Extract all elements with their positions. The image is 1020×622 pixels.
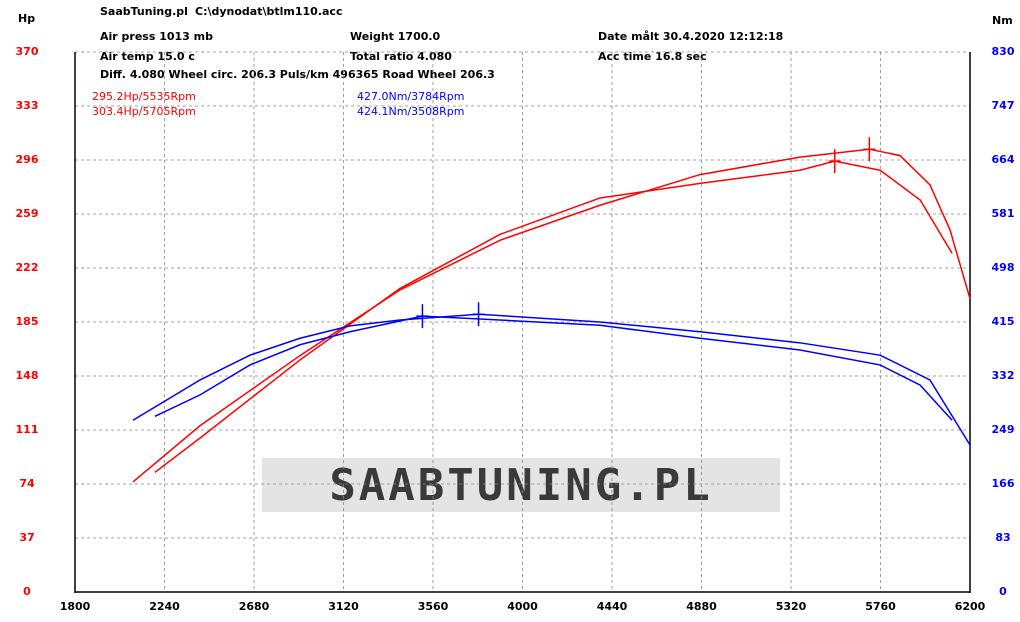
y-tick-label: 148	[16, 369, 39, 382]
peak-marker	[416, 304, 429, 329]
y2-tick-label: 0	[999, 585, 1007, 598]
y2-tick-label: 166	[992, 477, 1015, 490]
y2-tick-label: 83	[995, 531, 1010, 544]
annotation: 427.0Nm/3784Rpm	[357, 90, 464, 103]
y-tick-label: 296	[16, 153, 39, 166]
power-torque-curve	[154, 160, 953, 473]
peak-marker	[863, 137, 876, 162]
y-tick-label: 185	[16, 315, 39, 328]
y2-tick-label: 830	[992, 45, 1015, 58]
y2-tick-label: 581	[992, 207, 1015, 220]
power-torque-curve	[132, 313, 971, 446]
y-tick-label: 222	[16, 261, 39, 274]
y2-tick-label: 498	[992, 261, 1015, 274]
y2-tick-label: 249	[992, 423, 1015, 436]
power-torque-curve	[154, 315, 953, 421]
y2-tick-label: 415	[992, 315, 1015, 328]
x-tick-label: 4440	[597, 600, 628, 613]
info-text: Air temp 15.0 c	[100, 50, 195, 63]
annotation: 303.4Hp/5705Rpm	[92, 105, 196, 118]
info-text: Total ratio 4.080	[350, 50, 452, 63]
y2-tick-label: 664	[992, 153, 1015, 166]
y-tick-label: 111	[16, 423, 39, 436]
y-axis-label: Hp	[18, 12, 35, 25]
x-tick-label: 4000	[507, 600, 538, 613]
peak-marker	[828, 149, 841, 174]
y-tick-label: 370	[16, 45, 39, 58]
x-tick-label: 5760	[865, 600, 896, 613]
x-tick-label: 2240	[149, 600, 180, 613]
info-text: Acc time 16.8 sec	[598, 50, 707, 63]
info-text: Date målt 30.4.2020 12:12:18	[598, 30, 783, 43]
watermark-text: SAABTUNING.PL	[329, 460, 712, 511]
watermark: SAABTUNING.PL	[262, 458, 780, 512]
y-tick-label: 0	[23, 585, 31, 598]
x-tick-label: 3560	[418, 600, 449, 613]
watermark-bg	[262, 458, 780, 512]
power-torque-curve	[132, 148, 971, 483]
y2-tick-label: 332	[992, 369, 1015, 382]
y-tick-label: 333	[16, 99, 39, 112]
annotation: 295.2Hp/5535Rpm	[92, 90, 196, 103]
y-tick-label: 37	[19, 531, 34, 544]
info-text: Air press 1013 mb	[100, 30, 213, 43]
x-tick-label: 5320	[776, 600, 807, 613]
y-tick-label: 74	[19, 477, 35, 490]
chart-title: SaabTuning.pl	[100, 5, 188, 18]
x-tick-label: 2680	[239, 600, 270, 613]
annotation: 424.1Nm/3508Rpm	[357, 105, 464, 118]
x-tick-label: 3120	[328, 600, 359, 613]
x-tick-label: 1800	[60, 600, 91, 613]
x-tick-label: 4880	[686, 600, 717, 613]
file-path: C:\dynodat\btlm110.acc	[195, 5, 342, 18]
peak-marker	[472, 302, 485, 327]
x-tick-label: 6200	[955, 600, 986, 613]
info-text: Weight 1700.0	[350, 30, 441, 43]
info-text: Diff. 4.080 Wheel circ. 206.3 Puls/km 49…	[100, 68, 495, 81]
y2-axis-label: Nm	[992, 14, 1013, 27]
y-tick-label: 259	[16, 207, 39, 220]
y2-tick-label: 747	[992, 99, 1015, 112]
